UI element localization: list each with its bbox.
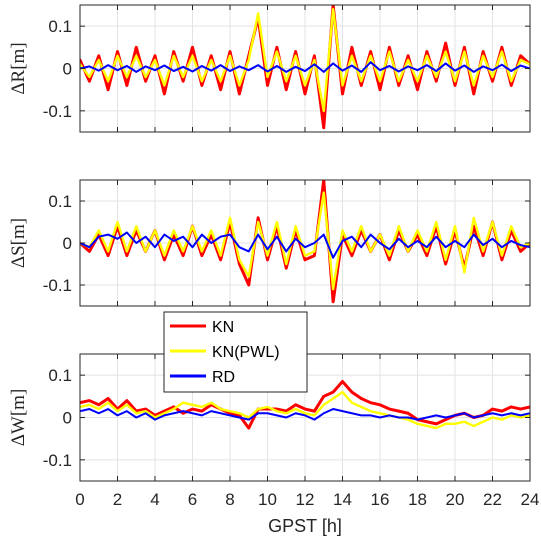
series-group (80, 180, 530, 304)
x-tick-label: 12 (296, 490, 315, 509)
x-tick-label: 18 (408, 490, 427, 509)
x-tick-label: 4 (150, 490, 159, 509)
legend: KN KN(PWL) RD (163, 311, 308, 393)
y-tick-label: -0.1 (43, 276, 72, 295)
series-line-kn-pwl (80, 8, 530, 113)
legend-label: KN (212, 319, 234, 336)
x-tick-label: 8 (225, 490, 234, 509)
y-tick-label: 0.1 (48, 192, 72, 211)
y-axis-label: ΔW[m] (8, 389, 29, 447)
panel-1: -0.1 0 0.1 ΔR[m] (8, 4, 531, 133)
y-tick-label: 0 (63, 60, 72, 79)
y-tick-label: -0.1 (43, 451, 72, 470)
x-tick-label: 22 (483, 490, 502, 509)
y-tick-label: 0 (63, 234, 72, 253)
y-tick-label: -0.1 (43, 102, 72, 121)
series-group (80, 5, 530, 130)
x-tick-label: 6 (188, 490, 197, 509)
y-axis-label: ΔR[m] (8, 42, 29, 94)
x-tick-label: 10 (258, 490, 277, 509)
legend-label: RD (212, 369, 235, 386)
legend-label: KN(PWL) (212, 344, 280, 361)
x-tick-label: 14 (333, 490, 352, 509)
series-line-kn-pwl (80, 390, 530, 430)
series-line-rd (80, 61, 530, 73)
series-line-rd (80, 408, 530, 421)
panel-2: -0.1 0 0.1 ΔS[m] (8, 179, 531, 307)
series-line-kn-pwl (80, 191, 530, 291)
y-tick-label: 0.1 (48, 366, 72, 385)
x-tick-label: 24 (521, 490, 540, 509)
y-tick-label: 0 (63, 409, 72, 428)
series-line-rd (80, 231, 530, 259)
x-axis-label: GPST [h] (268, 516, 342, 536)
y-tick-label: 0.1 (48, 17, 72, 36)
series-group (80, 380, 530, 430)
series-line-kn (80, 5, 530, 130)
x-tick-label: 2 (113, 490, 122, 509)
x-tick-label: 16 (371, 490, 390, 509)
y-axis-label: ΔS[m] (8, 218, 29, 268)
x-tick-label: 0 (75, 490, 84, 509)
x-tick-label: 20 (446, 490, 465, 509)
